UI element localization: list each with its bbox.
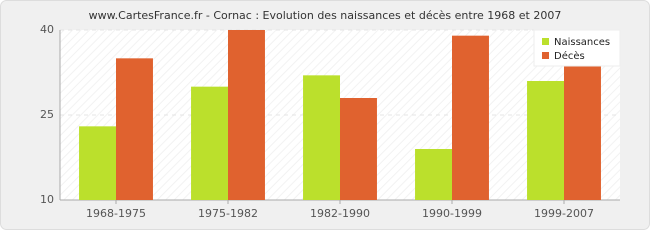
bar (303, 75, 340, 200)
legend-swatch (542, 52, 549, 59)
chart: www.CartesFrance.fr - Cornac : Evolution… (0, 0, 650, 230)
chart-title: www.CartesFrance.fr - Cornac : Evolution… (89, 9, 562, 22)
bar (452, 35, 489, 200)
x-tick-label: 1968-1975 (86, 207, 146, 220)
legend-label: Décès (554, 50, 585, 62)
x-tick-label: 1982-1990 (310, 207, 370, 220)
bar (228, 30, 265, 200)
legend-swatch (542, 38, 549, 45)
bar (340, 98, 377, 200)
legend-box (533, 29, 621, 67)
bar (191, 86, 228, 200)
bar (116, 58, 153, 201)
y-tick-label: 40 (40, 23, 54, 36)
x-tick-label: 1999-2007 (534, 207, 594, 220)
x-tick-label: 1990-1999 (422, 207, 482, 220)
bar (527, 81, 564, 200)
bar (415, 149, 452, 200)
legend-label: Naissances (554, 37, 610, 48)
y-tick-label: 25 (40, 108, 54, 121)
x-tick-label: 1975-1982 (198, 207, 258, 220)
y-tick-label: 10 (40, 193, 54, 206)
bar (564, 64, 601, 200)
bar (79, 126, 116, 200)
